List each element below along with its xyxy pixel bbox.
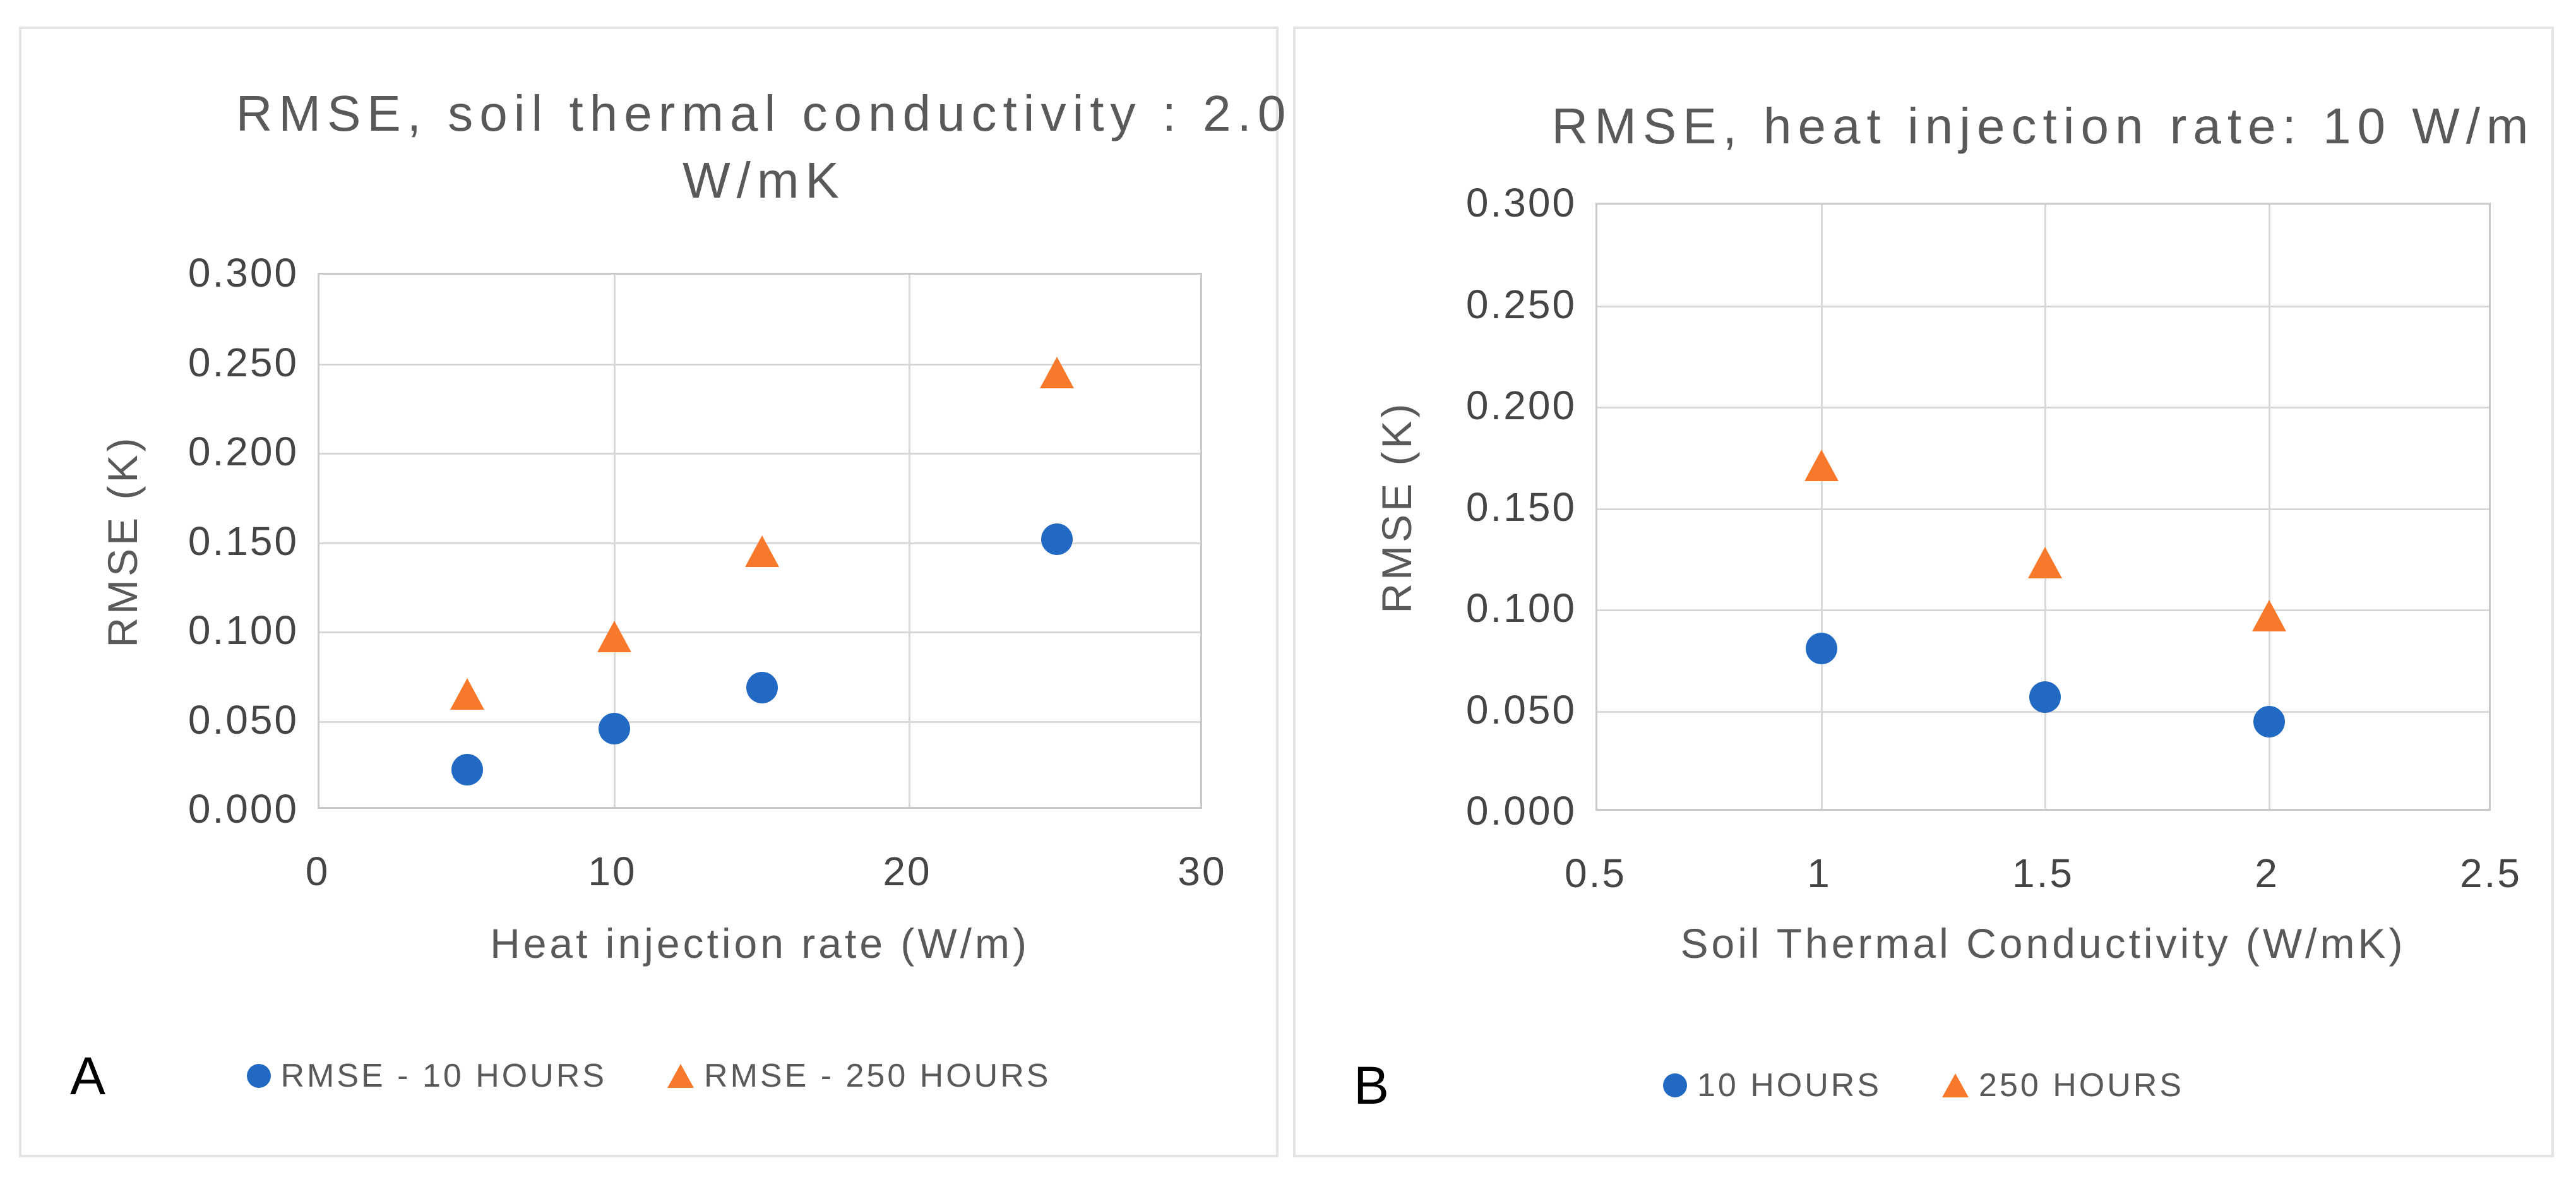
y-tick-label: 0.000	[188, 786, 299, 832]
gridline-vertical	[614, 275, 616, 807]
data-point-circle	[1805, 632, 1837, 664]
legend-item: 10 HOURS	[1662, 1066, 1882, 1104]
gridline-horizontal	[1597, 305, 2489, 307]
x-tick-label: 0.5	[1565, 851, 1626, 896]
legend-label: 10 HOURS	[1696, 1067, 1882, 1104]
y-axis-title: RMSE (K)	[1373, 400, 1420, 613]
data-point-triangle	[450, 678, 484, 710]
y-tick-label: 0.050	[1465, 686, 1577, 732]
y-tick-label: 0.100	[1465, 585, 1577, 631]
legend-triangle-swatch	[667, 1064, 695, 1088]
y-tick-label: 0.200	[1465, 383, 1577, 428]
gridline-vertical	[1820, 205, 1823, 809]
data-point-triangle	[2028, 547, 2062, 579]
chart-title-line: RMSE, heat injection rate: 10 W/m	[1551, 98, 2535, 154]
gridline-vertical	[909, 275, 910, 807]
y-tick-label: 0.250	[1465, 281, 1577, 327]
x-tick-label: 30	[1178, 849, 1227, 894]
data-point-circle	[2253, 705, 2285, 737]
y-tick-label: 0.150	[188, 518, 299, 564]
panel-label-b: B	[1354, 1056, 1390, 1115]
gridline-horizontal	[319, 453, 1200, 455]
chart-panel-b: RMSE, heat injection rate: 10 W/m RMSE (K…	[1293, 27, 2554, 1157]
data-point-circle	[2029, 681, 2061, 713]
plot-area	[318, 273, 1202, 809]
gridline-horizontal	[319, 720, 1200, 723]
y-tick-label: 0.200	[188, 429, 299, 474]
chart-title-line: RMSE, soil thermal conductivity : 2.0	[236, 85, 1292, 141]
legend-item: RMSE - 10 HOURS	[246, 1057, 607, 1095]
y-tick-label: 0.250	[188, 339, 299, 385]
legend-circle-swatch	[1662, 1073, 1687, 1097]
legend-label: 250 HOURS	[1979, 1067, 2185, 1104]
y-tick-label: 0.300	[188, 250, 299, 296]
data-point-triangle	[744, 535, 779, 567]
gridline-horizontal	[319, 631, 1200, 633]
x-tick-label: 2.5	[2460, 851, 2522, 896]
chart-panel-a: RMSE, soil thermal conductivity : 2.0 W/m…	[19, 27, 1285, 1157]
gridline-horizontal	[1597, 407, 2489, 409]
y-tick-label: 0.300	[1465, 180, 1577, 225]
plot-area	[1595, 203, 2491, 811]
x-tick-label: 2	[2255, 851, 2279, 896]
x-tick-label: 10	[588, 849, 637, 894]
legend-item: RMSE - 250 HOURS	[667, 1057, 1051, 1095]
gridline-horizontal	[1597, 609, 2489, 611]
y-axis-title: RMSE (K)	[99, 434, 146, 647]
gridline-horizontal	[319, 363, 1200, 366]
chart-legend: RMSE - 10 HOURS RMSE - 250 HOURS	[21, 1048, 1276, 1104]
legend-label: RMSE - 250 HOURS	[704, 1058, 1051, 1094]
legend-triangle-swatch	[1942, 1073, 1969, 1097]
x-axis-title: Soil Thermal Conductivity (W/mK)	[1680, 920, 2406, 967]
y-tick-label: 0.000	[1465, 788, 1577, 833]
data-point-triangle	[2251, 599, 2286, 631]
x-tick-label: 20	[883, 849, 932, 894]
legend-circle-swatch	[246, 1064, 271, 1088]
gridline-vertical	[2044, 205, 2046, 809]
data-point-circle	[599, 712, 630, 744]
y-tick-label: 0.100	[188, 607, 299, 653]
chart-legend: 10 HOURS 250 HOURS	[1296, 1057, 2551, 1114]
data-point-triangle	[1039, 356, 1074, 388]
gridline-horizontal	[1597, 508, 2489, 510]
data-point-circle	[746, 671, 778, 703]
legend-item: 250 HOURS	[1942, 1066, 2184, 1104]
x-axis-title: Heat injection rate (W/m)	[490, 920, 1030, 967]
x-tick-label: 1.5	[2012, 851, 2074, 896]
y-tick-label: 0.050	[188, 696, 299, 743]
chart-title-line: W/mK	[683, 152, 845, 208]
data-point-triangle	[597, 621, 631, 653]
x-tick-label: 0	[305, 849, 330, 894]
legend-label: RMSE - 10 HOURS	[280, 1058, 607, 1094]
data-point-triangle	[1804, 450, 1839, 482]
panel-label-a: A	[70, 1046, 106, 1106]
x-tick-label: 1	[1807, 851, 1832, 896]
gridline-vertical	[2268, 205, 2270, 809]
data-point-circle	[451, 753, 483, 785]
data-point-circle	[1041, 523, 1073, 555]
y-tick-label: 0.150	[1465, 484, 1577, 530]
